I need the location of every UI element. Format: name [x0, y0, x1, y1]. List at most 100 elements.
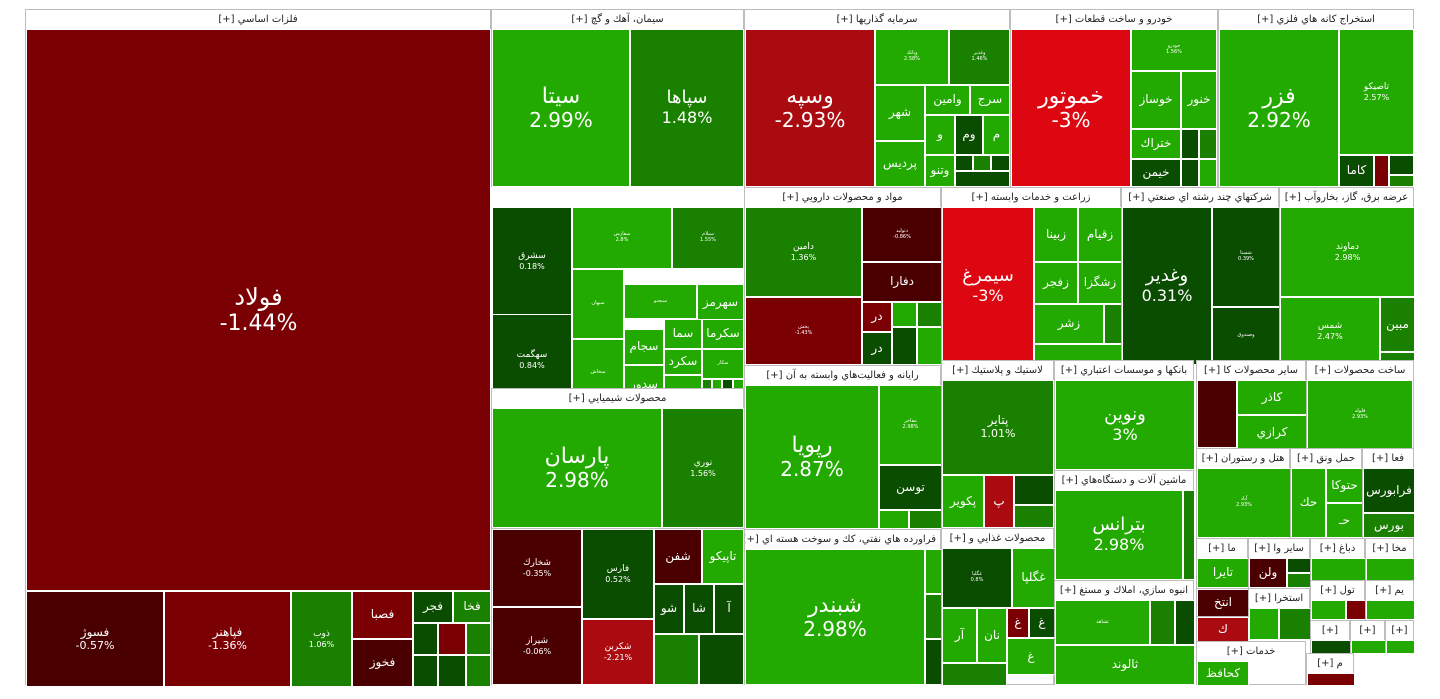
- stock-tile[interactable]: [1389, 155, 1414, 175]
- stock-tile[interactable]: وبانك 2.58%: [875, 29, 949, 85]
- sector-22[interactable]: فعا [+] فرابورس بورس: [1362, 448, 1415, 538]
- stock-tile[interactable]: زقيام: [1078, 207, 1122, 262]
- sector-header[interactable]: فراورده هاي نفتي، كك و سوخت هسته اي [+]: [745, 530, 940, 549]
- sector-header[interactable]: انبوه سازي، املاك و مستغ [+]: [1055, 581, 1193, 600]
- stock-tile[interactable]: [1199, 159, 1217, 187]
- sector-header[interactable]: محصولات شيميايي [+]: [492, 389, 743, 408]
- stock-tile[interactable]: [1374, 155, 1389, 187]
- stock-tile[interactable]: [1197, 380, 1237, 448]
- stock-tile[interactable]: فصبا: [352, 591, 413, 639]
- stock-tile[interactable]: [1249, 608, 1279, 640]
- sector-header[interactable]: رايانه و فعاليت‌هاي وابسته به آن [+]: [745, 366, 940, 385]
- stock-tile[interactable]: [892, 327, 917, 365]
- sector-24[interactable]: ساير وا [+] ولن: [1248, 538, 1311, 588]
- stock-tile[interactable]: پخش -1.43%: [745, 297, 862, 365]
- stock-tile[interactable]: فپاهنر -1.36%: [164, 591, 291, 687]
- stock-tile[interactable]: خيمن: [1131, 159, 1181, 187]
- sector-1[interactable]: سيمان، آهك و گچ [+] سيتا 2.99% سپاها 1.48% سش…: [491, 9, 744, 406]
- sector-0[interactable]: فلزات اساسي [+] فولاد -1.44% فسوژ -0.57% فپاه…: [25, 9, 491, 687]
- stock-tile[interactable]: نوري 1.56%: [662, 408, 744, 528]
- sector-20[interactable]: هتل و رستوران [+] آباد 2.93%: [1196, 448, 1291, 538]
- stock-tile[interactable]: بورس: [1363, 513, 1415, 538]
- stock-tile[interactable]: [1311, 600, 1346, 620]
- stock-tile[interactable]: [1199, 129, 1217, 159]
- stock-tile[interactable]: خوساز: [1131, 71, 1181, 129]
- stock-tile[interactable]: [1181, 159, 1199, 187]
- stock-tile[interactable]: نان: [977, 608, 1007, 663]
- stock-tile[interactable]: پكوير: [942, 475, 984, 528]
- sector-header[interactable]: فلزات اساسي [+]: [26, 10, 490, 29]
- stock-tile[interactable]: [413, 655, 438, 687]
- sector-12[interactable]: لاستيك و پلاستيك [+] پتاير 1.01% پكوير پ: [941, 360, 1054, 528]
- sector-header[interactable]: ساير وا [+]: [1249, 539, 1309, 558]
- sector-header[interactable]: ساخت محصولات [+]: [1307, 361, 1413, 380]
- stock-tile[interactable]: حك: [1291, 468, 1326, 538]
- stock-tile[interactable]: ونوين 3%: [1055, 380, 1195, 470]
- stock-tile[interactable]: سكار: [702, 349, 744, 379]
- sector-27[interactable]: انتخ: [1196, 588, 1249, 617]
- stock-tile[interactable]: فارس 0.52%: [582, 529, 654, 619]
- stock-tile[interactable]: ذوب 1.06%: [291, 591, 352, 687]
- sector-header[interactable]: استخراج كانه هاي فلزي [+]: [1219, 10, 1413, 29]
- stock-tile[interactable]: خودرو 1.56%: [1131, 29, 1217, 71]
- stock-tile[interactable]: [973, 155, 991, 171]
- stock-tile[interactable]: توسن: [879, 465, 942, 510]
- sector-30[interactable]: يم [+]: [1365, 580, 1415, 620]
- stock-tile[interactable]: [1014, 505, 1054, 528]
- stock-tile[interactable]: كحافظ: [1197, 661, 1249, 686]
- stock-tile[interactable]: سما: [664, 319, 702, 349]
- sector-18[interactable]: ماشين آلات و دستگاه‌هاي [+] بترانس 2.98%: [1054, 470, 1195, 580]
- sector-4[interactable]: سرمايه گذاريها [+] وسپه -2.93% وبانك 2.58% وغ…: [744, 9, 1010, 187]
- stock-tile[interactable]: آ: [714, 584, 744, 634]
- stock-tile[interactable]: [925, 549, 942, 594]
- stock-tile[interactable]: شا: [684, 584, 714, 634]
- stock-tile[interactable]: م: [983, 115, 1010, 155]
- sector-11[interactable]: رايانه و فعاليت‌هاي وابسته به آن [+] رپوي…: [744, 365, 942, 529]
- stock-tile[interactable]: غگلپا: [1012, 548, 1055, 608]
- stock-tile[interactable]: [438, 623, 466, 655]
- stock-tile[interactable]: شيراز -0.06%: [492, 607, 582, 685]
- stock-tile[interactable]: وغدير 0.31%: [1122, 207, 1212, 365]
- stock-tile[interactable]: حتوكا: [1326, 468, 1363, 503]
- sector-header[interactable]: سرمايه گذاريها [+]: [745, 10, 1009, 29]
- sector-header[interactable]: لاستيك و پلاستيك [+]: [942, 361, 1053, 380]
- sector-35[interactable]: [+]: [1385, 620, 1415, 654]
- sector-6[interactable]: استخراج كانه هاي فلزي [+] فزر 2.92% تاصيكو 2…: [1218, 9, 1414, 187]
- stock-tile[interactable]: پرديس: [875, 141, 925, 187]
- stock-tile[interactable]: ثشاهد: [1055, 600, 1150, 645]
- stock-tile[interactable]: سيمرغ -3%: [942, 207, 1034, 365]
- stock-tile[interactable]: وامين: [925, 85, 970, 115]
- sector-19[interactable]: انبوه سازي، املاك و مستغ [+] ثالوند ثشاهد: [1054, 580, 1195, 685]
- stock-tile[interactable]: [925, 594, 942, 639]
- stock-tile[interactable]: شفن: [654, 529, 702, 584]
- stock-tile[interactable]: [1389, 175, 1414, 187]
- stock-tile[interactable]: [466, 655, 491, 687]
- sector-3[interactable]: شخارك -0.35% شيراز -0.06% فارس 0.52% شكربن -2.2…: [491, 528, 744, 685]
- sector-31[interactable]: ك: [1196, 616, 1249, 642]
- sector-header[interactable]: ماشين آلات و دستگاه‌هاي [+]: [1055, 471, 1193, 490]
- stock-tile[interactable]: سفارس 2.8%: [572, 207, 672, 269]
- sector-header[interactable]: حمل ونق [+]: [1291, 449, 1361, 468]
- stock-tile[interactable]: پ: [984, 475, 1014, 528]
- sector-2[interactable]: محصولات شيميايي [+] پارسان 2.98% نوري 1.56%: [491, 388, 744, 528]
- stock-tile[interactable]: حـ: [1326, 503, 1363, 538]
- sector-29[interactable]: تول [+]: [1310, 580, 1366, 620]
- stock-tile[interactable]: تاصيكو 2.57%: [1339, 29, 1414, 155]
- stock-tile[interactable]: دامين 1.36%: [745, 207, 862, 297]
- stock-tile[interactable]: غ: [1029, 608, 1055, 638]
- sector-32[interactable]: خدمات [+] كحافظ: [1196, 641, 1306, 686]
- stock-tile[interactable]: [1307, 673, 1355, 686]
- stock-tile[interactable]: سيلام 1.55%: [672, 207, 744, 269]
- stock-tile[interactable]: [991, 155, 1010, 171]
- stock-tile[interactable]: سکرما: [702, 319, 744, 349]
- sector-25[interactable]: دباغ [+]: [1310, 538, 1366, 588]
- stock-tile[interactable]: [1175, 600, 1195, 645]
- stock-tile[interactable]: سشرق 0.18%: [492, 207, 572, 315]
- stock-tile[interactable]: زفجر: [1034, 262, 1078, 304]
- stock-tile[interactable]: و: [925, 115, 955, 155]
- stock-tile[interactable]: آر: [942, 608, 977, 663]
- stock-tile[interactable]: [1104, 304, 1122, 344]
- sector-header[interactable]: خودرو و ساخت قطعات [+]: [1011, 10, 1217, 29]
- stock-tile[interactable]: زشر: [1034, 304, 1104, 344]
- stock-tile[interactable]: [1287, 573, 1311, 588]
